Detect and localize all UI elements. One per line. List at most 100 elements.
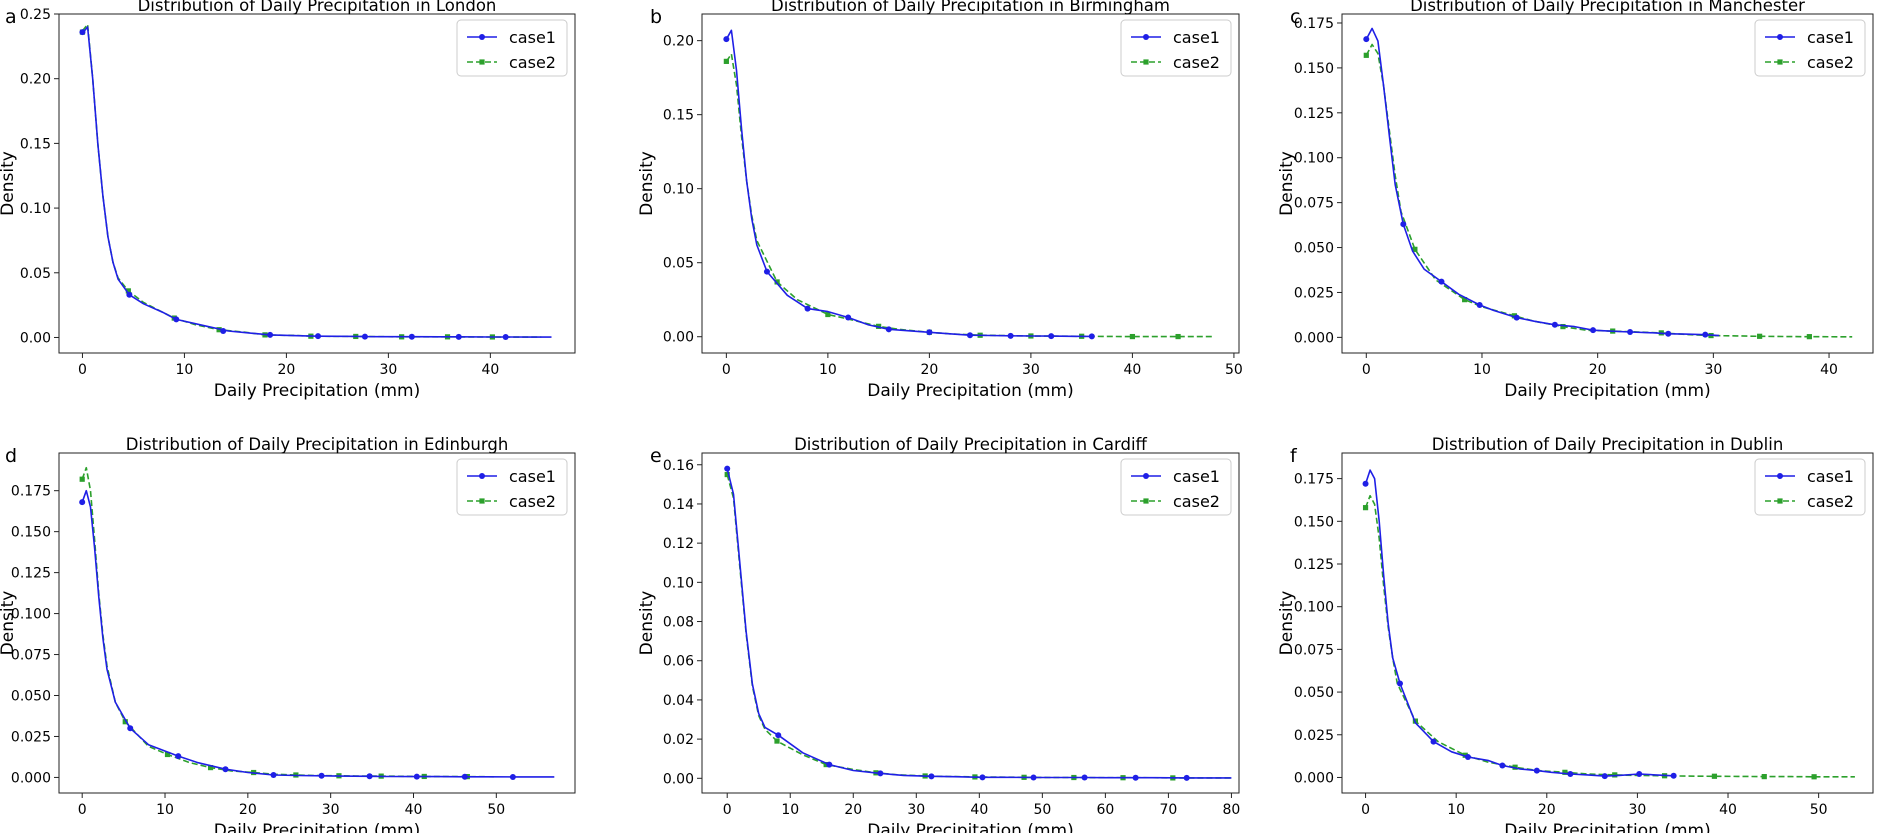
- legend-marker-case2: [1143, 498, 1149, 504]
- axes-frame: [1341, 13, 1874, 354]
- data-point-case1: [461, 773, 468, 780]
- y-tick-label: 0.100: [1294, 151, 1334, 167]
- data-point-case2: [1363, 52, 1369, 58]
- x-tick-label: 10: [156, 802, 174, 818]
- data-point-case2: [1811, 774, 1817, 780]
- y-tick-label: 0.175: [1294, 16, 1334, 32]
- x-tick-label: 20: [844, 802, 862, 818]
- legend: case1 case2: [456, 458, 568, 516]
- y-tick-label: 0.06: [663, 654, 694, 670]
- legend-label-case1: case1: [1807, 467, 1854, 486]
- x-tick-label: 40: [481, 362, 499, 378]
- y-tick-label: 0.050: [11, 689, 51, 705]
- data-point-case1: [173, 316, 180, 323]
- data-point-case1: [926, 329, 933, 336]
- panel-letter: a: [5, 6, 17, 28]
- series-line-case1: [1364, 469, 1674, 777]
- chart-panel-c: 0 10 20 30 40 0.000 0.025 0.050 0.075 0.100 0.125 0…: [1277, 0, 1874, 401]
- x-axis-label: Daily Precipitation (mm): [1504, 821, 1710, 833]
- data-point-case1: [126, 291, 133, 298]
- data-point-case2: [164, 751, 171, 758]
- y-tick-label: 0.025: [1294, 285, 1334, 301]
- axes-frame: [58, 452, 576, 794]
- data-point-case1: [723, 36, 730, 43]
- x-tick-label: 20: [1589, 362, 1607, 378]
- data-point-case1: [1590, 327, 1597, 334]
- legend-marker-case2: [1143, 59, 1149, 65]
- data-point-case2: [1462, 752, 1468, 758]
- y-tick-label: 0.025: [11, 729, 51, 745]
- y-tick-label: 0.125: [11, 566, 51, 582]
- legend: case1 case2: [1120, 19, 1232, 77]
- x-tick-label: 30: [1628, 802, 1646, 818]
- x-tick-label: 10: [176, 362, 194, 378]
- legend-marker-case1: [1777, 34, 1783, 40]
- data-point-case1: [1636, 771, 1643, 778]
- panel-letter: b: [650, 6, 662, 28]
- legend-marker-case1: [479, 473, 485, 479]
- y-tick-label: 0.150: [1294, 514, 1334, 530]
- data-point-case2: [79, 476, 85, 482]
- data-point-case2: [207, 765, 214, 771]
- y-tick-label: 0.25: [20, 7, 51, 23]
- data-point-case1: [1513, 314, 1520, 321]
- data-point-case1: [1464, 753, 1471, 760]
- legend-label-case1: case1: [509, 28, 556, 47]
- series-line-case1: [81, 26, 552, 338]
- x-tick-label: 20: [239, 802, 257, 818]
- x-axis-label: Daily Precipitation (mm): [214, 821, 420, 833]
- data-point-case2: [823, 761, 829, 768]
- series-line-case2: [81, 466, 497, 778]
- data-point-case1: [1438, 278, 1445, 285]
- data-point-case1: [1132, 774, 1139, 781]
- x-tick-label: 20: [1538, 802, 1556, 818]
- chart-panel-e: 0 10 20 30 40 50 60 70 80 0.00 0.02 0.04 0.06 0.08 0.1…: [637, 435, 1240, 838]
- x-tick-label: 40: [970, 802, 988, 818]
- x-tick-label: 10: [781, 802, 799, 818]
- x-tick-label: 10: [1447, 802, 1465, 818]
- legend-label-case2: case2: [1173, 53, 1220, 72]
- data-point-case1: [267, 331, 274, 338]
- y-axis-label: Density: [0, 151, 18, 216]
- data-point-case1: [1601, 773, 1608, 780]
- x-tick-label: 50: [1033, 802, 1051, 818]
- data-point-case2: [1806, 334, 1812, 340]
- chart-title: Distribution of Daily Precipitation in E…: [126, 435, 509, 454]
- y-tick-label: 0.20: [20, 72, 51, 88]
- data-point-case1: [763, 268, 770, 275]
- x-tick-label: 40: [405, 802, 423, 818]
- data-point-case2: [1757, 333, 1763, 339]
- data-point-case1: [222, 766, 229, 773]
- series-line-case2: [1364, 494, 1855, 778]
- y-tick-label: 0.08: [663, 615, 694, 631]
- data-point-case1: [885, 326, 892, 333]
- panel-letter: d: [5, 445, 17, 467]
- data-point-case2: [724, 471, 730, 478]
- data-point-case1: [1533, 767, 1540, 774]
- data-point-case2: [1362, 505, 1369, 511]
- plot-area: [1363, 27, 1853, 340]
- chart-title: Distribution of Daily Precipitation in D…: [1432, 435, 1784, 454]
- data-point-case1: [724, 465, 731, 472]
- x-axis-label: Daily Precipitation (mm): [1504, 381, 1710, 401]
- data-point-case2: [1560, 323, 1566, 330]
- legend-marker-case1: [479, 34, 485, 40]
- y-tick-label: 0.05: [663, 256, 694, 272]
- y-tick-label: 0.20: [663, 34, 694, 50]
- data-point-case2: [723, 58, 729, 64]
- chart-panel-b: 0 10 20 30 40 50 0.00 0.05 0.10 0.15 0.20 Distribut…: [637, 0, 1243, 401]
- chart-title: Distribution of Daily Precipitation in M…: [1410, 0, 1805, 15]
- y-tick-label: 0.025: [1294, 728, 1334, 744]
- chart-title: Distribution of Daily Precipitation in B…: [771, 0, 1170, 15]
- y-tick-label: 0.00: [663, 771, 694, 787]
- legend-marker-case1: [1143, 34, 1149, 40]
- data-point-case1: [966, 332, 973, 339]
- data-point-case1: [826, 761, 833, 768]
- data-point-case1: [877, 770, 884, 777]
- data-point-case1: [366, 773, 373, 780]
- data-point-case1: [413, 773, 420, 780]
- data-point-case1: [1567, 771, 1574, 778]
- legend-marker-case1: [1777, 473, 1783, 479]
- plot-area: [79, 466, 555, 780]
